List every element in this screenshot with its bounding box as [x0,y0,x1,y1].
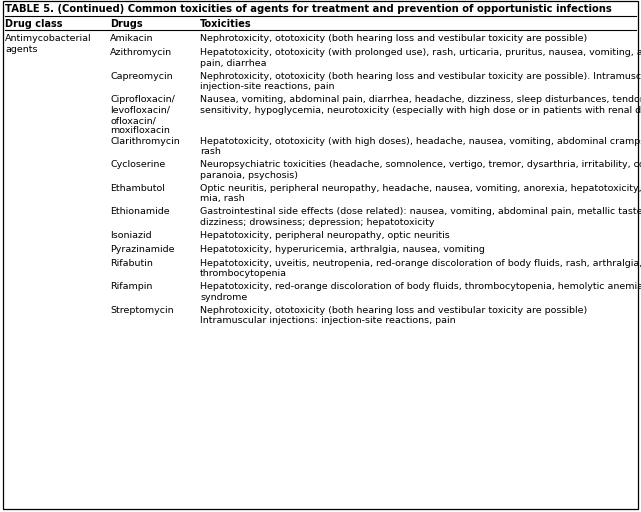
Text: Ciprofloxacin/
levofloxacin/
ofloxacin/
moxifloxacin: Ciprofloxacin/ levofloxacin/ ofloxacin/ … [110,95,175,135]
Text: Ethambutol: Ethambutol [110,184,165,193]
Text: Clarithromycin: Clarithromycin [110,137,180,146]
Text: Rifabutin: Rifabutin [110,259,153,268]
Text: Hepatotoxicity, hyperuricemia, arthralgia, nausea, vomiting: Hepatotoxicity, hyperuricemia, arthralgi… [200,245,485,254]
Text: Neuropsychiatric toxicities (headache, somnolence, vertigo, tremor, dysarthria, : Neuropsychiatric toxicities (headache, s… [200,160,641,180]
Text: Rifampin: Rifampin [110,283,153,291]
Text: Hepatotoxicity, ototoxicity (with high doses), headache, nausea, vomiting, abdom: Hepatotoxicity, ototoxicity (with high d… [200,137,641,156]
Text: Hepatotoxicity, peripheral neuropathy, optic neuritis: Hepatotoxicity, peripheral neuropathy, o… [200,230,450,240]
Text: Optic neuritis, peripheral neuropathy, headache, nausea, vomiting, anorexia, hep: Optic neuritis, peripheral neuropathy, h… [200,184,641,203]
Text: Hepatotoxicity, uveitis, neutropenia, red-orange discoloration of body fluids, r: Hepatotoxicity, uveitis, neutropenia, re… [200,259,641,279]
Text: TABLE 5. (Continued) Common toxicities of agents for treatment and prevention of: TABLE 5. (Continued) Common toxicities o… [5,4,612,14]
Text: Drug class: Drug class [5,19,63,29]
Text: Drugs: Drugs [110,19,143,29]
Text: Nephrotoxicity, ototoxicity (both hearing loss and vestibular toxicity are possi: Nephrotoxicity, ototoxicity (both hearin… [200,306,587,325]
Text: Nausea, vomiting, abdominal pain, diarrhea, headache, dizziness, sleep disturban: Nausea, vomiting, abdominal pain, diarrh… [200,95,641,115]
Text: Nephrotoxicity, ototoxicity (both hearing loss and vestibular toxicity are possi: Nephrotoxicity, ototoxicity (both hearin… [200,34,587,43]
Text: Gastrointestinal side effects (dose related): nausea, vomiting, abdominal pain, : Gastrointestinal side effects (dose rela… [200,207,641,227]
Text: Antimycobacterial
agents: Antimycobacterial agents [5,34,92,54]
Text: Capreomycin: Capreomycin [110,72,173,81]
Text: Toxicities: Toxicities [200,19,252,29]
Text: Hepatotoxicity, red-orange discoloration of body fluids, thrombocytopenia, hemol: Hepatotoxicity, red-orange discoloration… [200,283,641,302]
Text: Amikacin: Amikacin [110,34,154,43]
Text: Nephrotoxicity, ototoxicity (both hearing loss and vestibular toxicity are possi: Nephrotoxicity, ototoxicity (both hearin… [200,72,641,91]
Text: Cycloserine: Cycloserine [110,160,165,169]
Text: Azithromycin: Azithromycin [110,49,172,57]
Text: Isoniazid: Isoniazid [110,230,152,240]
Text: Streptomycin: Streptomycin [110,306,174,315]
Text: Hepatotoxicity, ototoxicity (with prolonged use), rash, urticaria, pruritus, nau: Hepatotoxicity, ototoxicity (with prolon… [200,49,641,68]
Text: Ethionamide: Ethionamide [110,207,170,216]
Text: Pyrazinamide: Pyrazinamide [110,245,175,254]
